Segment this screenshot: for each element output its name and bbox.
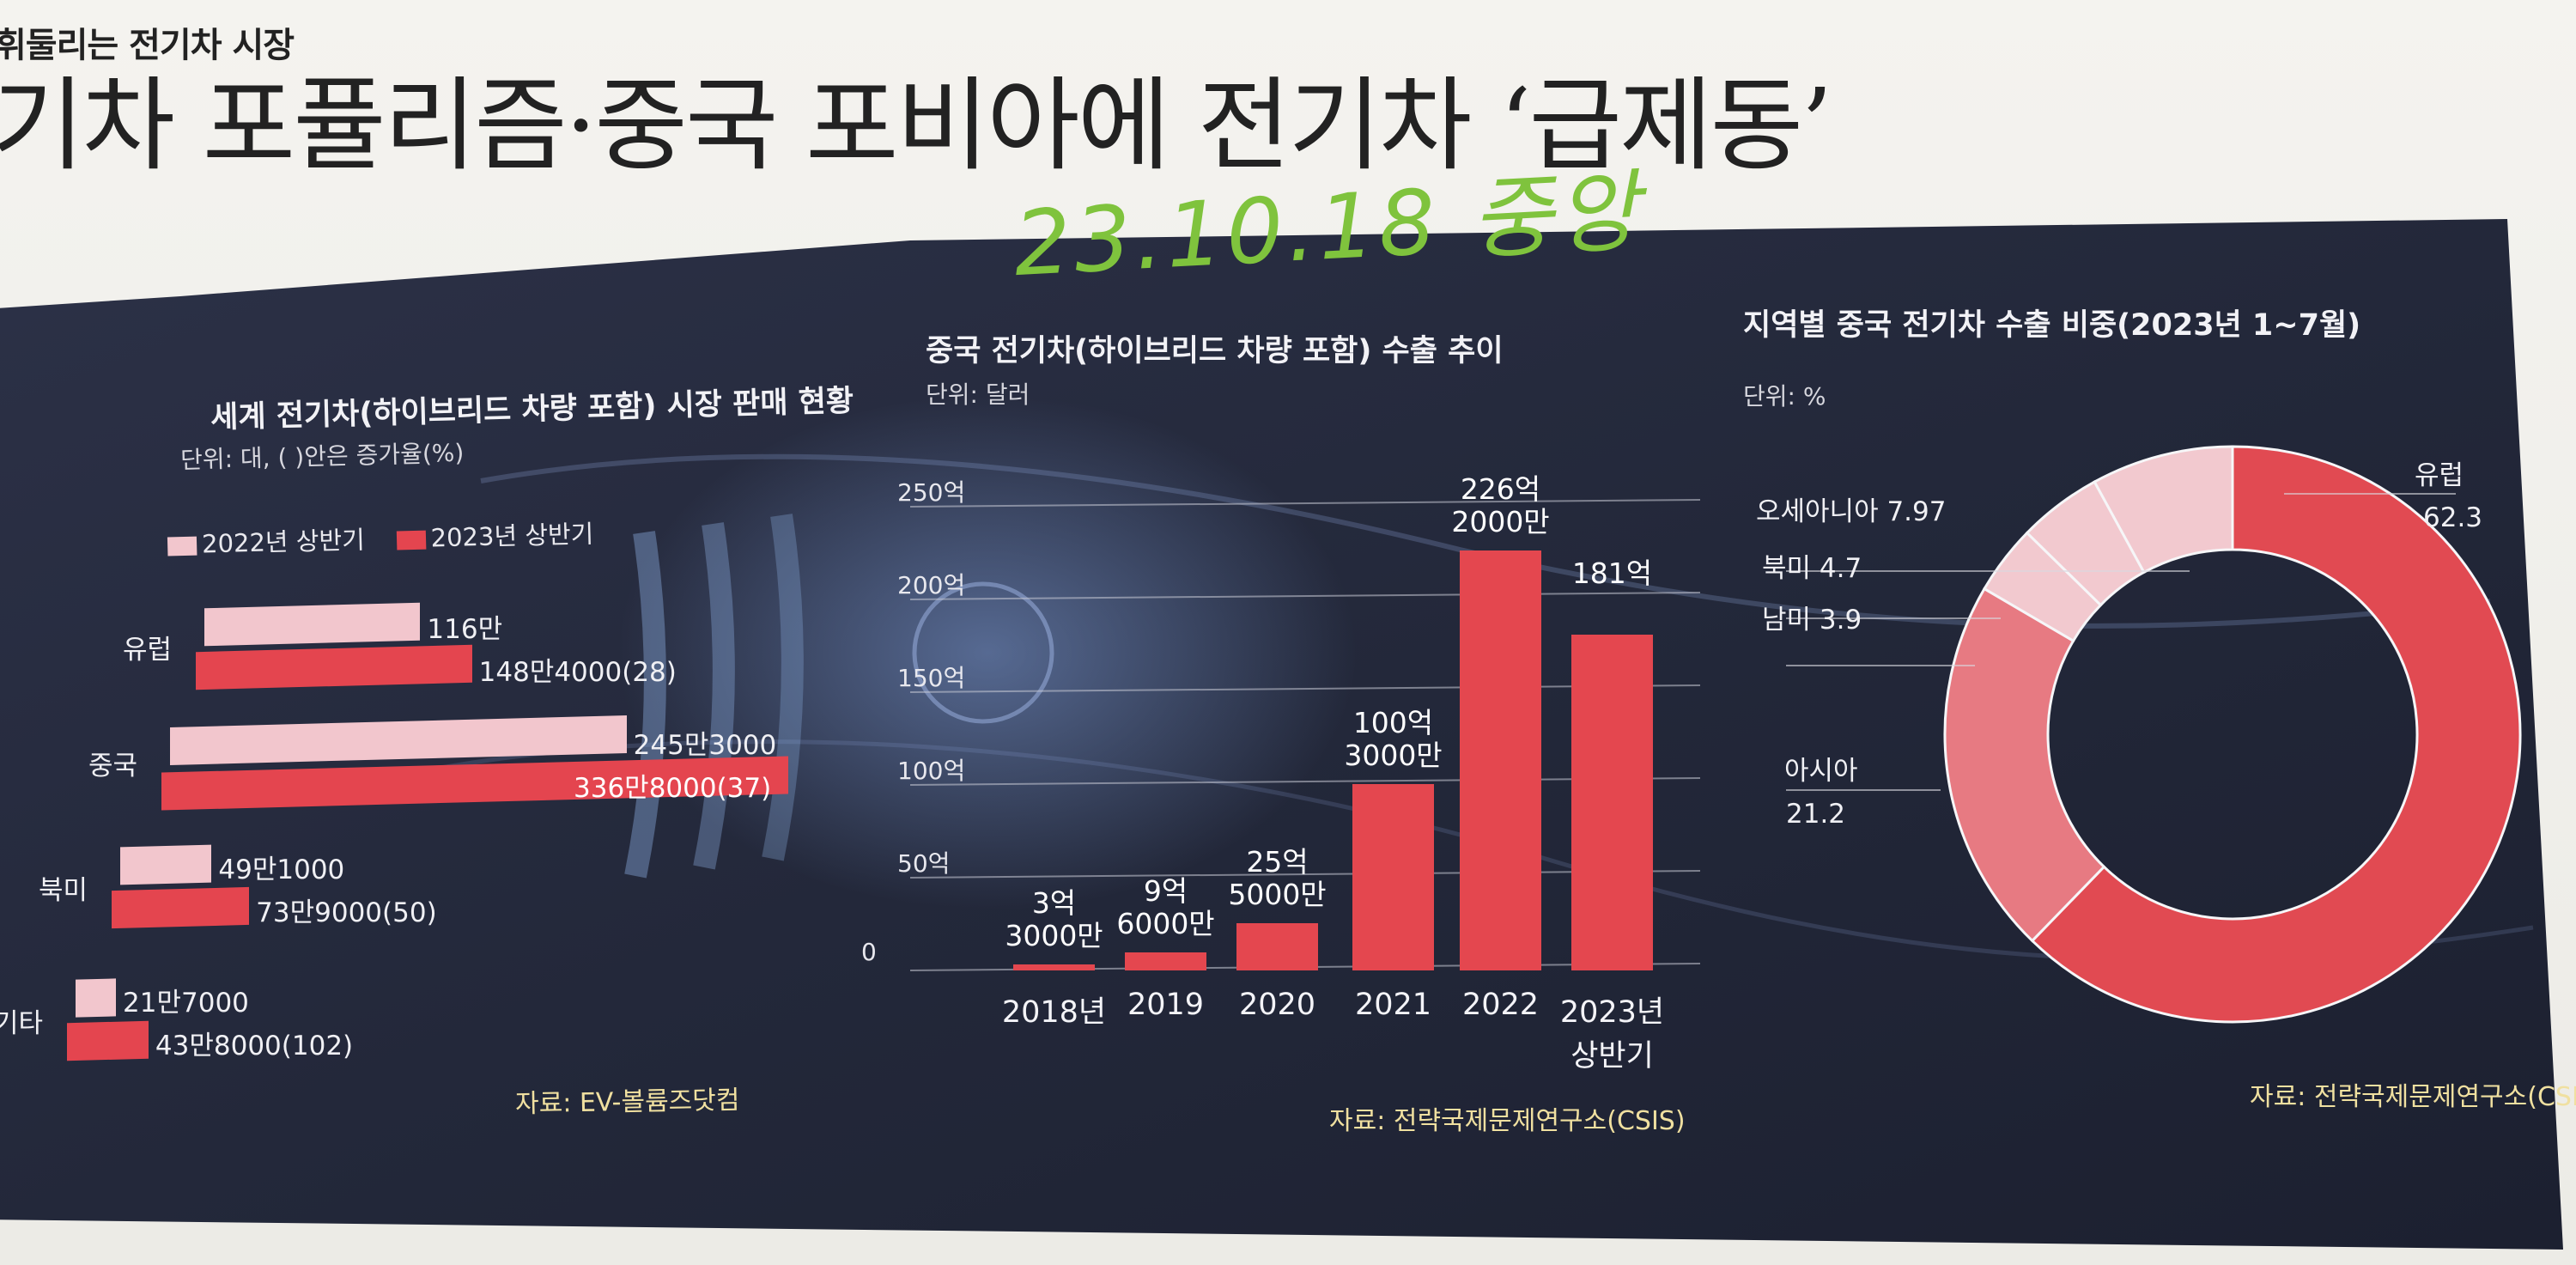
slice-label-with-value: 오세아니아 7.97 xyxy=(1756,490,1947,528)
category-label: 유럽 xyxy=(123,635,173,666)
slice-name: 남미 xyxy=(1762,605,1812,636)
gridline xyxy=(909,777,1701,786)
x-category-label: 2018년 xyxy=(1001,995,1107,1030)
gridline xyxy=(909,499,1701,508)
x-category-label: 2023년 상반기 xyxy=(1559,995,1665,1073)
slice-label: 아시아 xyxy=(1784,756,1858,787)
category-label: 중국 xyxy=(88,751,138,782)
bar-value-label: 336만8000(37) xyxy=(574,773,772,804)
bar-value-label: 21만7000 xyxy=(123,988,249,1019)
y-tick-label: 150억 xyxy=(897,664,966,692)
x-category-label: 2020 xyxy=(1238,988,1316,1022)
chart3-title: 지역별 중국 전기차 수출 비중(2023년 1~7월) xyxy=(1743,308,2361,343)
column-bar xyxy=(1236,922,1318,970)
y-tick-label: 50억 xyxy=(897,849,951,878)
donut-slice xyxy=(1943,587,2106,943)
chart2-unit: 단위: 달러 xyxy=(926,380,1030,409)
y-tick-label: 250억 xyxy=(897,478,966,507)
slice-value: 21.2 xyxy=(1786,799,1846,830)
bar-value-label: 116만 xyxy=(427,614,503,645)
column-value-label: 3억 3000만 xyxy=(1005,885,1103,952)
column-value-label: 25억 5000만 xyxy=(1228,844,1327,911)
column-bar xyxy=(1125,952,1206,970)
column-value-label: 100억 3000만 xyxy=(1344,706,1443,773)
gridline xyxy=(909,870,1701,879)
slice-pct: 7.97 xyxy=(1878,496,1947,527)
slice-pct: 4.7 xyxy=(1811,553,1862,584)
gridline xyxy=(909,684,1701,693)
chart3-source: 자료: 전략국제문제연구소(CSIS) xyxy=(2250,1082,2576,1112)
slice-value: 62.3 xyxy=(2423,502,2483,533)
chart2-source: 자료: 전략국제문제연구소(CSIS) xyxy=(1329,1106,1686,1136)
y-tick-label: 200억 xyxy=(897,571,966,599)
bar-value-label: 49만1000 xyxy=(218,854,345,885)
x-category-label: 2021 xyxy=(1354,988,1432,1022)
column-value-label: 9억 6000만 xyxy=(1116,874,1215,941)
slice-name: 오세아니아 xyxy=(1756,496,1879,527)
bar-value-label: 245만3000 xyxy=(633,730,777,761)
x-category-label: 2019 xyxy=(1127,988,1205,1022)
column-bar xyxy=(1013,964,1095,970)
x-category-label: 2022 xyxy=(1461,988,1540,1022)
bar-value-label: 43만8000(102) xyxy=(155,1031,354,1061)
slice-label-with-value: 북미 4.7 xyxy=(1762,546,1862,585)
slice-pct: 3.9 xyxy=(1811,605,1862,636)
column-bar xyxy=(1571,635,1653,970)
donut-slice xyxy=(2030,445,2522,1024)
column-bar xyxy=(1460,550,1541,970)
column-value-label: 226억 2000만 xyxy=(1451,472,1550,539)
chart2-title: 중국 전기차(하이브리드 차량 포함) 수출 추이 xyxy=(926,334,1504,368)
category-label: 기타 xyxy=(0,1008,44,1039)
bar-value-label: 148만4000(28) xyxy=(478,657,677,688)
donut-slice xyxy=(2093,445,2234,575)
bar-value-label: 73만9000(50) xyxy=(256,897,437,928)
chart3-unit: 단위: % xyxy=(1743,382,1826,411)
gridline xyxy=(909,592,1701,600)
slice-label-with-value: 남미 3.9 xyxy=(1762,598,1862,636)
column-value-label: 181억 xyxy=(1571,556,1653,591)
category-label: 북미 xyxy=(39,875,88,906)
slice-label: 유럽 xyxy=(2415,460,2464,491)
kicker: 휘둘리는 전기차 시장 xyxy=(0,26,295,65)
y-tick-label: 0 xyxy=(861,938,877,966)
slice-name: 북미 xyxy=(1762,553,1812,584)
y-tick-label: 100억 xyxy=(897,757,966,785)
headline: 기차 포퓰리즘·중국 포비아에 전기차 ‘급제동’ xyxy=(0,66,1833,185)
column-bar xyxy=(1352,784,1434,970)
